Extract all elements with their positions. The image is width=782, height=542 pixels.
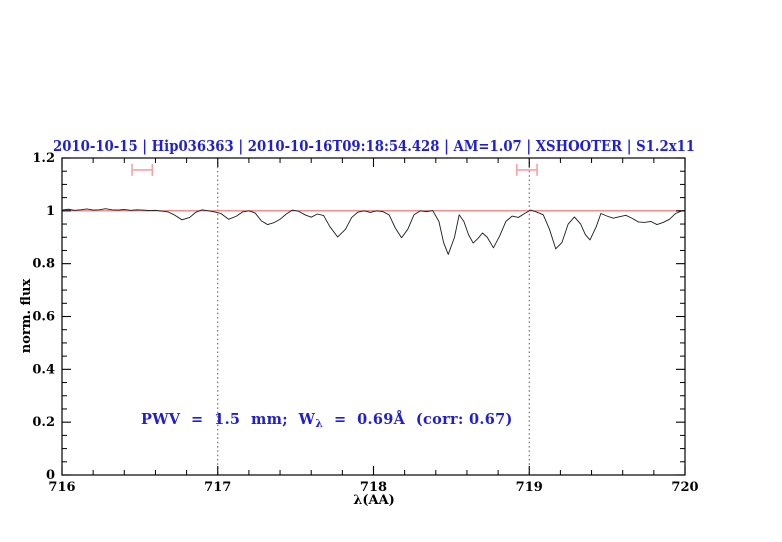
y-tick-label-1: 1: [46, 204, 55, 219]
pwv-annotation-part2: = 0.69Å (corr: 0.67): [323, 410, 512, 428]
x-tick-label-719: 719: [516, 480, 543, 495]
y-tick-label-0.4: 0.4: [32, 362, 55, 377]
pwv-annotation-part1: PWV = 1.5 mm; W: [141, 411, 316, 428]
pwv-annotation-subscript-lambda: λ: [315, 417, 323, 430]
y-tick-label-0.2: 0.2: [32, 415, 55, 430]
x-tick-label-720: 720: [671, 480, 698, 495]
y-tick-label-0.6: 0.6: [32, 310, 55, 325]
x-tick-label-717: 717: [204, 480, 231, 495]
x-tick-label-716: 716: [48, 480, 75, 495]
plot-frame: [61, 157, 686, 476]
x-axis-label: λ(AA): [353, 493, 395, 508]
x-tick-label-718: 718: [360, 480, 387, 495]
spectrum-curve: [61, 208, 686, 255]
plot-generated-layer: 716 717 718 719 720 0 0.2 0.4 0.6 0.8 1 1.2: [32, 151, 698, 495]
y-tick-label-1.2: 1.2: [32, 151, 55, 166]
y-tick-label-0: 0: [46, 468, 55, 483]
y-axis-label: norm. flux: [19, 279, 34, 354]
pwv-annotation: PWV = 1.5 mm; Wλ = 0.69Å (corr: 0.67): [141, 410, 513, 430]
plot-title: 2010-10-15 | Hip036363 | 2010-10-16T09:1…: [53, 137, 695, 155]
y-tick-label-0.8: 0.8: [32, 257, 55, 272]
